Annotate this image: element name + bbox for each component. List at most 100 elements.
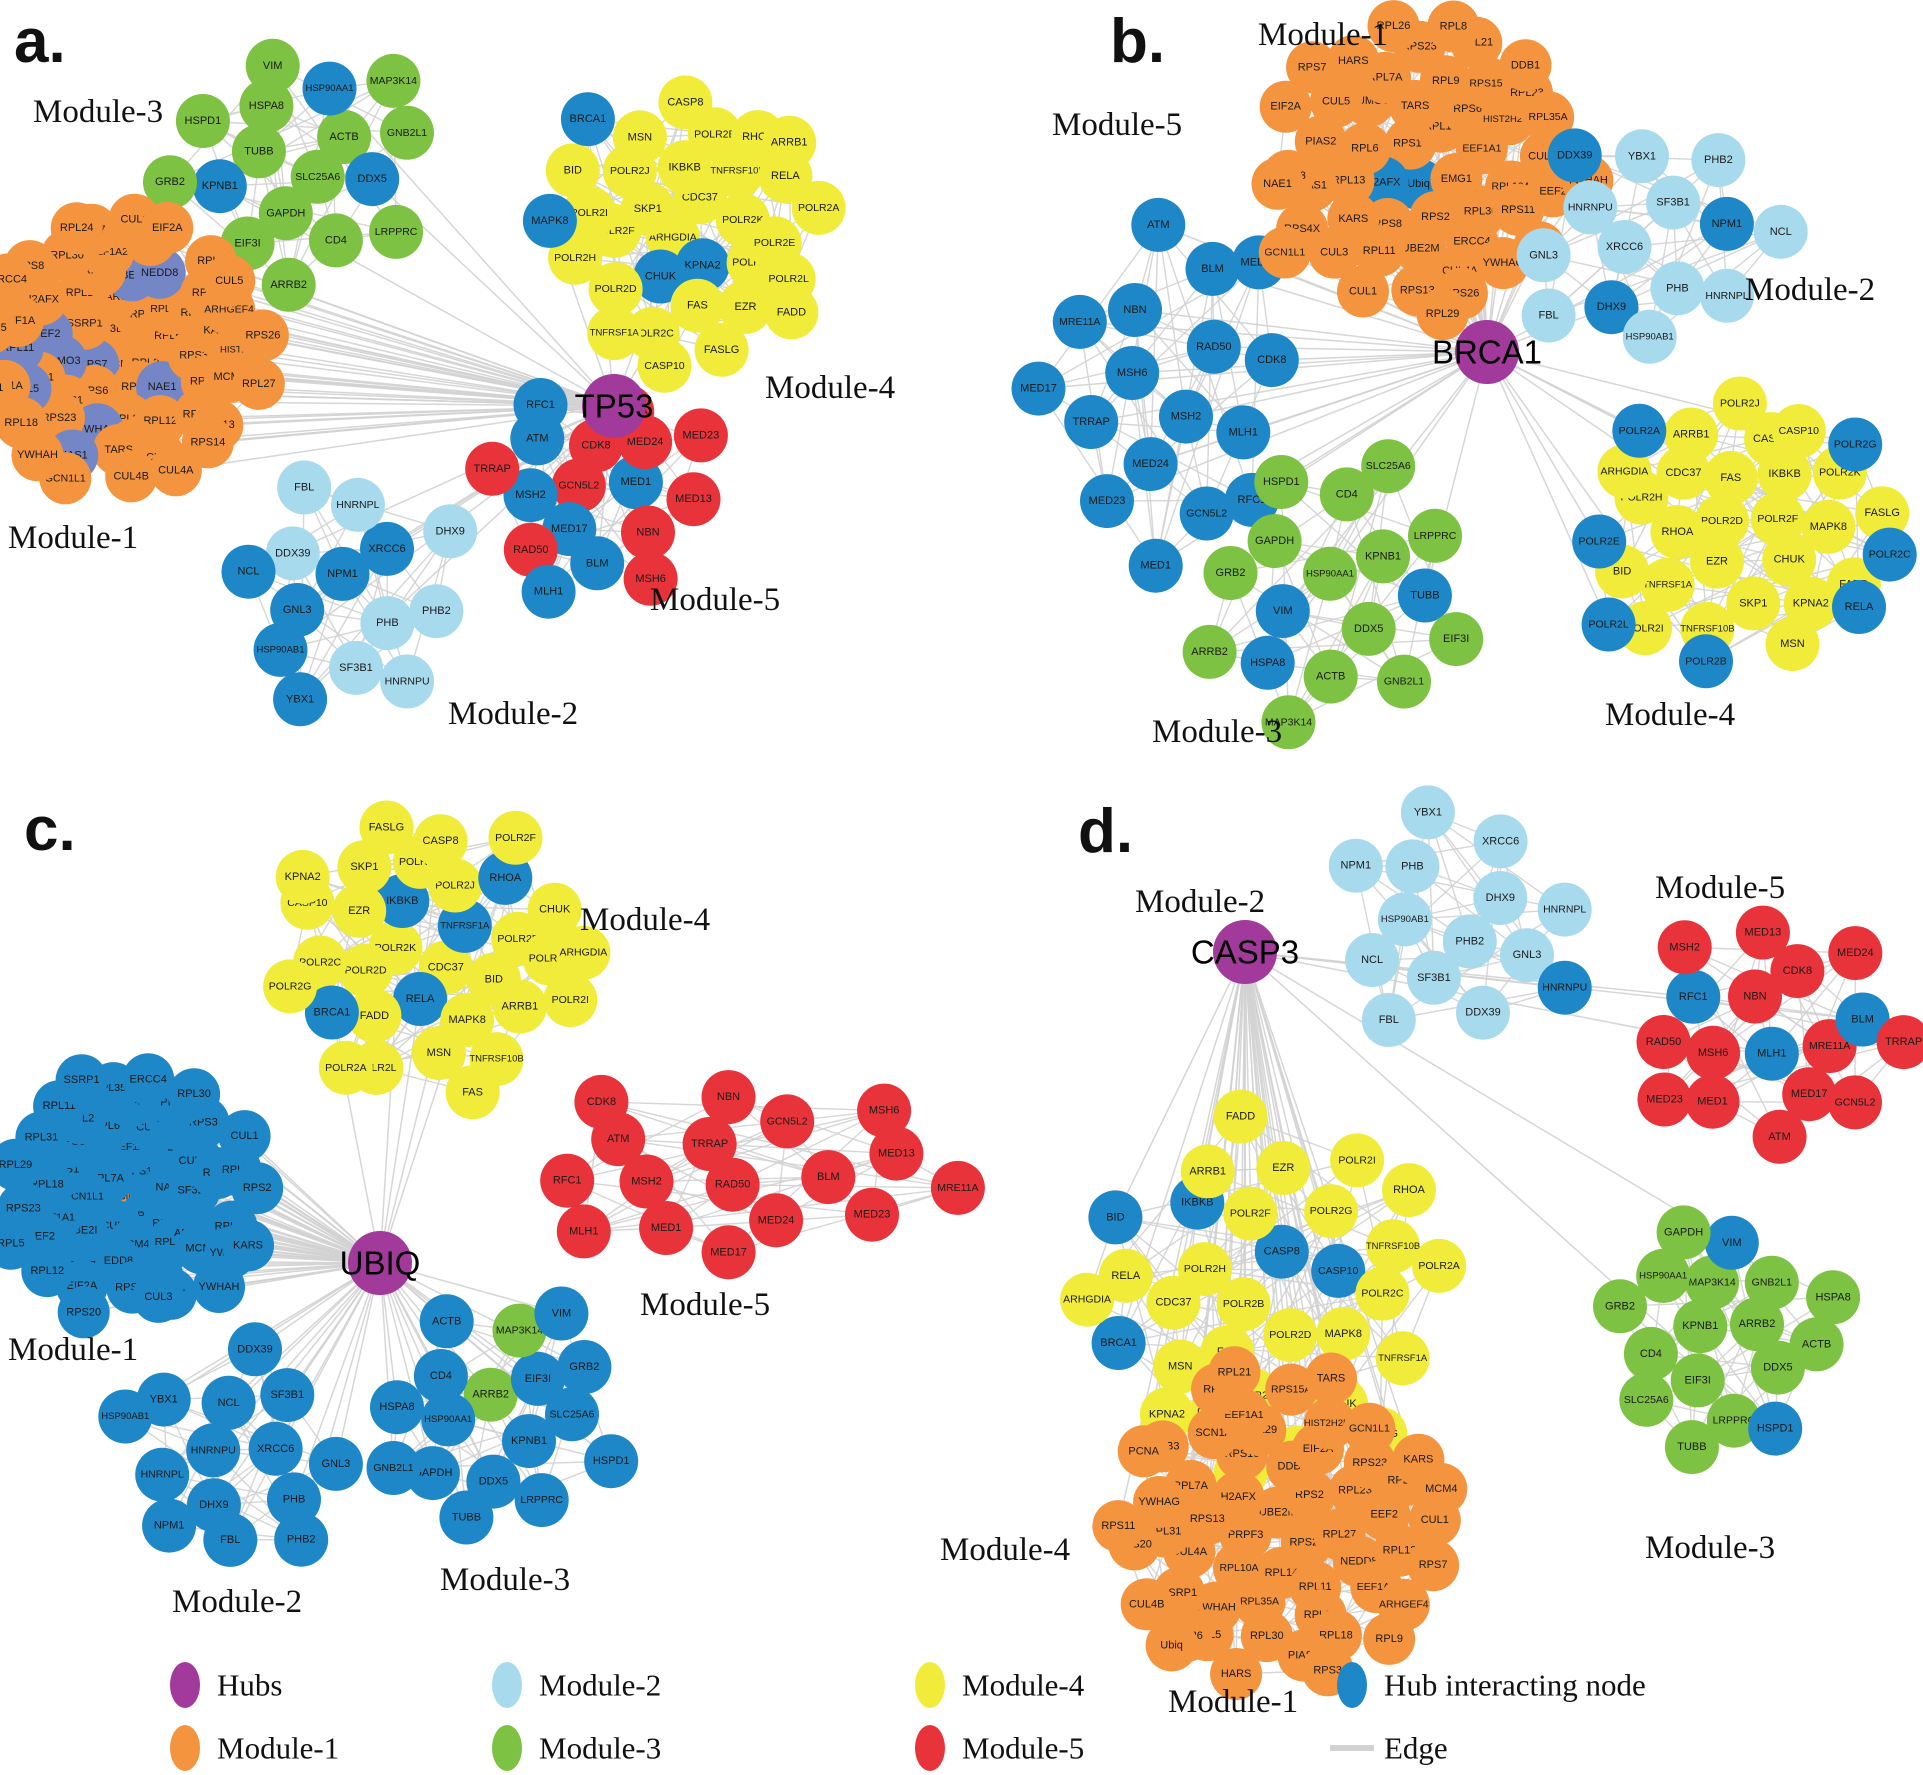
node-RFC1[interactable] bbox=[513, 378, 568, 432]
node-SKP1[interactable] bbox=[1726, 576, 1781, 631]
node-YBX1[interactable] bbox=[273, 672, 328, 727]
node-HSP90AA1[interactable] bbox=[302, 61, 357, 116]
node-SLC25A6[interactable] bbox=[1619, 1372, 1674, 1427]
node-CASP10[interactable] bbox=[1771, 404, 1826, 459]
node-FBL[interactable] bbox=[203, 1512, 258, 1567]
node-GNB2L1[interactable] bbox=[366, 1441, 421, 1495]
node-TNFRSF1A[interactable] bbox=[437, 898, 492, 953]
node-MED13[interactable] bbox=[666, 472, 721, 527]
node-MLH1[interactable] bbox=[1216, 405, 1271, 460]
node-CUL4B[interactable] bbox=[1120, 1578, 1173, 1631]
node-YBX1[interactable] bbox=[1400, 785, 1455, 840]
node-BRCA1[interactable] bbox=[1091, 1316, 1146, 1370]
node-RPS15A[interactable] bbox=[1265, 1363, 1318, 1416]
node-HARS[interactable] bbox=[1210, 1648, 1263, 1700]
node-BRCA1[interactable] bbox=[560, 92, 615, 147]
node-POLR2I[interactable] bbox=[543, 973, 598, 1027]
node-HNRNPU[interactable] bbox=[186, 1423, 241, 1478]
node-RELA[interactable] bbox=[1832, 580, 1886, 634]
node-MSN[interactable] bbox=[1765, 617, 1820, 672]
node-MCM4[interactable] bbox=[1415, 1463, 1468, 1515]
node-ACTB[interactable] bbox=[317, 110, 372, 164]
node-RPS2[interactable] bbox=[231, 1162, 284, 1215]
node-ARRB1[interactable] bbox=[1664, 407, 1719, 462]
node-POLR2C[interactable] bbox=[1355, 1266, 1410, 1321]
node-HSP90AB1[interactable] bbox=[1622, 309, 1677, 364]
node-UBE2M[interactable] bbox=[1394, 222, 1447, 275]
node-POLR2D[interactable] bbox=[1263, 1308, 1318, 1363]
node-GAPDH[interactable] bbox=[258, 186, 313, 241]
node-HSP90AA1[interactable] bbox=[421, 1392, 476, 1447]
node-EZR[interactable] bbox=[1256, 1141, 1311, 1195]
node-MED17[interactable] bbox=[1011, 361, 1066, 416]
node-CUL1[interactable] bbox=[1337, 265, 1389, 318]
node-BLM[interactable] bbox=[1835, 992, 1890, 1047]
node-FADD[interactable] bbox=[1213, 1089, 1268, 1144]
node-HSPA8[interactable] bbox=[1240, 635, 1295, 690]
node-MSH2[interactable] bbox=[503, 468, 558, 523]
node-XRCC6[interactable] bbox=[248, 1421, 303, 1476]
node-MAPK8[interactable] bbox=[522, 193, 577, 248]
node-CD4[interactable] bbox=[413, 1349, 468, 1403]
node-POLR2A[interactable] bbox=[318, 1040, 373, 1095]
node-HSP90AB1[interactable] bbox=[1377, 892, 1432, 947]
node-NCL[interactable] bbox=[1753, 204, 1808, 259]
node-CUL3[interactable] bbox=[132, 1270, 185, 1323]
node-RPS20[interactable] bbox=[57, 1286, 110, 1339]
node-RPL12[interactable] bbox=[21, 1245, 74, 1298]
node-TUBB[interactable] bbox=[1397, 568, 1452, 623]
node-HSPA8[interactable] bbox=[370, 1380, 424, 1435]
node-PIAS2[interactable] bbox=[1294, 115, 1347, 168]
node-RPL9[interactable] bbox=[1363, 1612, 1416, 1665]
node-MED24[interactable] bbox=[1828, 926, 1883, 981]
node-MAP3K14[interactable] bbox=[492, 1303, 547, 1358]
node-RAD50[interactable] bbox=[1636, 1015, 1691, 1069]
node-RPL21[interactable] bbox=[1208, 1346, 1261, 1399]
node-ERCC4[interactable] bbox=[0, 253, 35, 306]
node-MLH1[interactable] bbox=[556, 1204, 611, 1259]
node-MRE11A[interactable] bbox=[1052, 294, 1107, 349]
node-MAP3K14[interactable] bbox=[1261, 695, 1316, 750]
node-POLR2G[interactable] bbox=[263, 959, 318, 1014]
node-YWHAH[interactable] bbox=[193, 1261, 245, 1313]
node-MAPK8[interactable] bbox=[1801, 499, 1856, 554]
node-FASLG[interactable] bbox=[1855, 486, 1910, 541]
node-NCL[interactable] bbox=[1345, 933, 1400, 987]
node-MSH2[interactable] bbox=[1657, 920, 1712, 975]
node-TNFRSF1A[interactable] bbox=[1375, 1331, 1430, 1386]
node-HSP90AB1[interactable] bbox=[253, 622, 308, 677]
node-CASP10[interactable] bbox=[637, 338, 692, 393]
node-POLR2D[interactable] bbox=[588, 262, 643, 317]
node-GAPDH[interactable] bbox=[1247, 514, 1302, 569]
node-HNRNPL[interactable] bbox=[135, 1447, 190, 1502]
node-PHB2[interactable] bbox=[274, 1512, 329, 1567]
node-NPM1[interactable] bbox=[142, 1498, 197, 1553]
node-CUL1[interactable] bbox=[218, 1110, 271, 1163]
node-NPM1[interactable] bbox=[1699, 196, 1754, 251]
node-NBN[interactable] bbox=[701, 1070, 756, 1125]
node-DHX9[interactable] bbox=[1473, 871, 1528, 925]
node-MED23[interactable] bbox=[845, 1187, 899, 1242]
node-ACTB[interactable] bbox=[1789, 1317, 1844, 1372]
node-SSRP1[interactable] bbox=[55, 1054, 108, 1107]
node-KPNB1[interactable] bbox=[1673, 1299, 1728, 1354]
node-TRRAP[interactable] bbox=[1064, 395, 1119, 449]
node-FBL[interactable] bbox=[277, 460, 332, 515]
node-MRE11A[interactable] bbox=[930, 1160, 985, 1215]
node-RPL24[interactable] bbox=[50, 202, 103, 255]
node-DDB1[interactable] bbox=[1499, 39, 1552, 92]
node-POLR2A[interactable] bbox=[791, 180, 846, 235]
node-CDC37[interactable] bbox=[1146, 1275, 1201, 1330]
node-RPL35A[interactable] bbox=[1522, 91, 1575, 144]
node-DDX39[interactable] bbox=[1456, 985, 1510, 1040]
node-POLR2D[interactable] bbox=[1695, 494, 1749, 548]
node-EZR[interactable] bbox=[718, 279, 773, 334]
node-GAPDH[interactable] bbox=[405, 1446, 460, 1501]
node-VIM[interactable] bbox=[1704, 1215, 1759, 1270]
node-YWHAG[interactable] bbox=[1133, 1476, 1186, 1528]
node-ACTB[interactable] bbox=[419, 1294, 474, 1349]
node-ARRB1[interactable] bbox=[1180, 1144, 1235, 1199]
node-POLR2B[interactable] bbox=[1216, 1277, 1271, 1332]
node-HSP90AA1[interactable] bbox=[1303, 546, 1357, 601]
node-GNL3[interactable] bbox=[1516, 228, 1571, 283]
